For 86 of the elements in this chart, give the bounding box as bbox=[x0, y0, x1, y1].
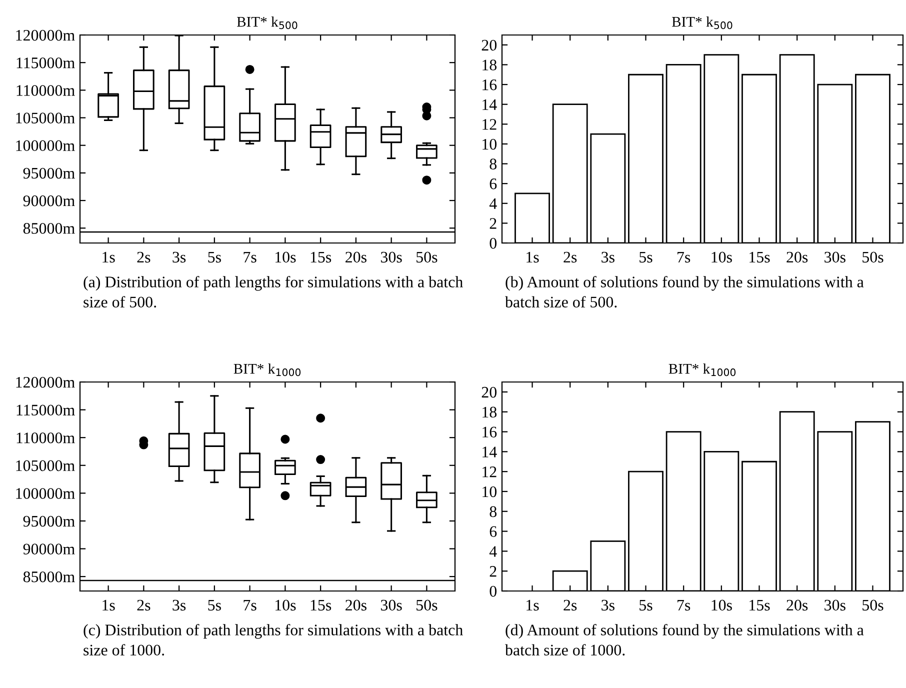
chart-title: BIT* k$_{1000}$ bbox=[668, 363, 736, 376]
y-tick-label: 0 bbox=[490, 238, 497, 249]
x-tick-label: 30s bbox=[824, 600, 846, 611]
y-tick-label: 95000m bbox=[23, 168, 75, 179]
x-tick-label: 15s bbox=[310, 252, 332, 263]
y-tick-label: 10 bbox=[482, 486, 497, 498]
x-tick-label: 1s bbox=[526, 600, 539, 611]
y-tick-label: 110000m bbox=[16, 432, 75, 444]
y-tick-label: 18 bbox=[482, 60, 497, 70]
x-tick-label: 10s bbox=[276, 252, 296, 263]
x-tick-label: 2s bbox=[564, 600, 577, 611]
x-tick-label: 20s bbox=[346, 600, 366, 611]
x-tick-label: 50s bbox=[416, 600, 438, 611]
x-tick-label: 3s bbox=[172, 252, 186, 263]
x-tick-label: 2s bbox=[137, 252, 150, 263]
x-tick-label: 3s bbox=[602, 600, 614, 611]
x-tick-label: 5s bbox=[208, 600, 221, 611]
x-tick-label: 20s bbox=[786, 252, 808, 263]
x-tick-label: 30s bbox=[380, 600, 402, 611]
y-tick-label: 6 bbox=[490, 526, 497, 537]
y-tick-label: 20 bbox=[482, 40, 497, 51]
x-tick-label: 1s bbox=[102, 252, 115, 263]
y-tick-label: 85000m bbox=[23, 571, 75, 582]
y-tick-label: 4 bbox=[489, 198, 497, 209]
chart-title: BIT* k$_{1000}$ bbox=[234, 363, 301, 376]
y-tick-label: 12 bbox=[482, 119, 496, 130]
x-tick-label: 7s bbox=[678, 600, 690, 611]
y-tick-label: 14 bbox=[482, 99, 497, 110]
x-tick-label: 30s bbox=[824, 252, 846, 263]
x-tick-label: 3s bbox=[602, 252, 614, 263]
x-tick-label: 1s bbox=[526, 252, 539, 263]
y-tick-label: 4 bbox=[489, 546, 497, 557]
x-tick-label: 5s bbox=[208, 252, 221, 263]
y-tick-label: 6 bbox=[490, 178, 497, 190]
y-tick-label: 120000m bbox=[16, 30, 75, 41]
y-tick-label: 16 bbox=[482, 79, 497, 90]
text: (b) Amount of solutions found by the simulations with a batch size of 500. bbox=[505, 276, 864, 308]
x-tick-label: 2s bbox=[137, 600, 150, 611]
y-tick-label: 100000m bbox=[16, 140, 75, 152]
y-tick-label: 110000m bbox=[16, 85, 75, 96]
y-tick-label: 12 bbox=[482, 466, 496, 478]
x-tick-label: 10s bbox=[276, 600, 296, 611]
chart-title: BIT* k$_{500}$ bbox=[237, 16, 298, 30]
y-tick-label: 2 bbox=[490, 566, 496, 577]
y-tick-label: 0 bbox=[490, 586, 497, 597]
x-tick-label: 7s bbox=[244, 252, 256, 263]
x-tick-label: 10s bbox=[712, 252, 732, 263]
x-tick-label: 2s bbox=[564, 252, 577, 263]
y-tick-label: 120000m bbox=[16, 376, 75, 388]
y-tick-label: 85000m bbox=[23, 223, 75, 234]
y-tick-label: 115000m bbox=[16, 404, 75, 416]
y-tick-label: 8 bbox=[490, 158, 497, 170]
y-tick-label: 90000m bbox=[23, 544, 75, 554]
x-tick-label: 3s bbox=[172, 600, 186, 611]
y-tick-label: 20 bbox=[482, 386, 497, 398]
y-tick-label: 105000m bbox=[16, 460, 75, 472]
x-tick-label: 20s bbox=[786, 600, 808, 611]
x-tick-label: 7s bbox=[244, 600, 256, 611]
x-tick-label: 50s bbox=[416, 252, 438, 263]
y-tick-label: 16 bbox=[482, 426, 497, 438]
text: (d) Amount of solutions found by the simulations with a batch size of 1000. bbox=[505, 624, 864, 656]
y-tick-label: 2 bbox=[490, 218, 496, 229]
y-tick-label: 100000m bbox=[16, 488, 75, 499]
text: (a) Distribution of path lengths for simulations with a batch size of 500. bbox=[84, 276, 463, 308]
chart-title: BIT* k$_{500}$ bbox=[672, 16, 732, 30]
x-tick-label: 15s bbox=[310, 600, 332, 611]
x-tick-label: 30s bbox=[380, 252, 402, 263]
text: (c) Distribution of path lengths for simulations with a batch size of 1000. bbox=[84, 624, 463, 656]
x-tick-label: 7s bbox=[678, 252, 690, 263]
y-tick-label: 14 bbox=[482, 446, 497, 458]
x-tick-label: 50s bbox=[862, 252, 884, 263]
y-tick-label: 10 bbox=[482, 138, 497, 150]
x-tick-label: 5s bbox=[640, 252, 652, 263]
y-tick-label: 90000m bbox=[23, 195, 75, 206]
y-tick-label: 105000m bbox=[16, 112, 75, 124]
y-tick-label: 18 bbox=[482, 406, 497, 418]
x-tick-label: 15s bbox=[750, 600, 770, 611]
x-tick-label: 20s bbox=[346, 252, 366, 263]
x-tick-label: 5s bbox=[640, 600, 652, 611]
x-tick-label: 10s bbox=[712, 600, 732, 611]
x-tick-label: 50s bbox=[862, 600, 884, 611]
y-tick-label: 95000m bbox=[23, 516, 75, 527]
x-tick-label: 15s bbox=[750, 252, 770, 263]
x-tick-label: 1s bbox=[102, 600, 115, 611]
y-tick-label: 115000m bbox=[16, 58, 75, 68]
y-tick-label: 8 bbox=[490, 506, 497, 518]
